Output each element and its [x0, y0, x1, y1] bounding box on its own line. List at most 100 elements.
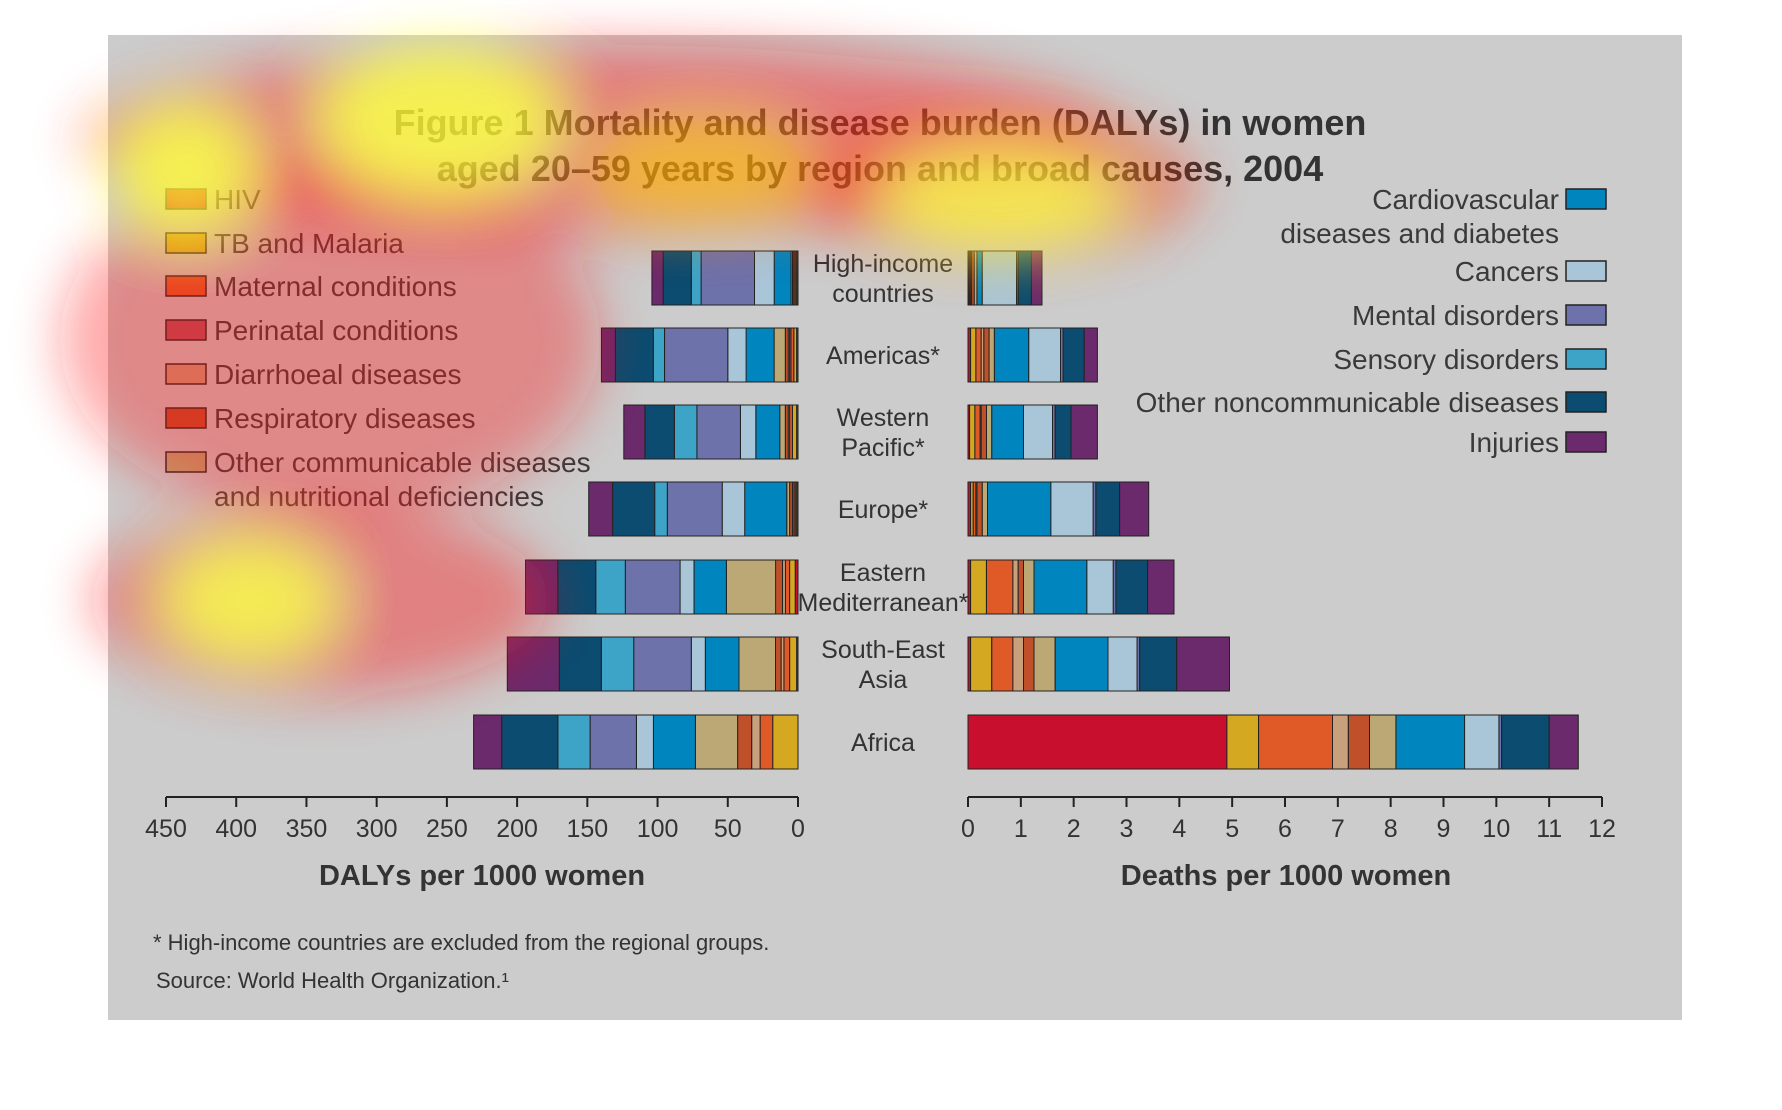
dalys-bar-segment — [673, 404, 698, 460]
legend-label: Other noncommunicable diseases — [1136, 387, 1559, 418]
dalys-bar-segment — [636, 714, 654, 770]
dalys-bar-segment — [652, 714, 696, 770]
legend-label: Cancers — [1455, 256, 1559, 287]
dalys-bar-segment — [679, 559, 695, 615]
deaths-bar-segment — [1030, 250, 1043, 306]
deaths-bars — [967, 250, 1579, 770]
dalys-bar-segment — [600, 327, 616, 383]
deaths-bar-segment — [967, 714, 1228, 770]
dalys-bar-segment — [652, 327, 665, 383]
deaths-bar-segment — [983, 327, 990, 383]
dalys-bar-segment — [654, 481, 668, 537]
dalys-bar-segment — [633, 636, 692, 692]
dalys-bar-segment — [666, 481, 723, 537]
dalys-bar-segment — [589, 714, 637, 770]
deaths-bar-segment — [988, 327, 995, 383]
dalys-bar-segment — [696, 404, 741, 460]
deaths-bar-segment — [1012, 636, 1025, 692]
deaths-bar-segment — [981, 250, 1018, 306]
dalys-bar-segment — [721, 481, 746, 537]
deaths-bar-segment — [981, 481, 989, 537]
dalys-bar-segment — [789, 636, 798, 692]
dalys-bar-segment — [651, 250, 664, 306]
deaths-bar-segment — [970, 327, 977, 383]
dalys-bar-segment — [775, 559, 783, 615]
dalys-bar-segment — [754, 250, 775, 306]
dalys-bar-segment — [773, 327, 786, 383]
deaths-bar-segment — [969, 404, 976, 460]
deaths-bar-segment — [1464, 714, 1500, 770]
deaths-bar-segment — [970, 559, 987, 615]
dalys-axis-title: DALYs per 1000 women — [319, 860, 645, 892]
legend-swatch — [165, 319, 207, 341]
deaths-bar-segment — [1033, 559, 1088, 615]
dalys-bar-segment — [690, 250, 702, 306]
deaths-bar-segment — [976, 250, 983, 306]
dalys-bar-segment — [595, 559, 626, 615]
legend-swatch — [165, 451, 207, 473]
deaths-bar-segment — [1115, 559, 1149, 615]
region-label: High-income — [813, 250, 953, 278]
dalys-tick-label: 300 — [356, 815, 398, 843]
dalys-bar-segment — [695, 714, 739, 770]
dalys-bar-segment — [700, 250, 755, 306]
dalys-axis: 450 400 350 300 250 200 150 100 50 0 — [145, 796, 805, 843]
dalys-bar-segment — [772, 714, 799, 770]
dalys-bar-segment — [662, 250, 692, 306]
dalys-bar-segment — [773, 250, 792, 306]
deaths-bar-segment — [986, 404, 993, 460]
deaths-bar-segment — [975, 327, 982, 383]
deaths-bar-segment — [1017, 559, 1025, 615]
dalys-bar-segment — [704, 636, 740, 692]
deaths-bar-segment — [1226, 714, 1260, 770]
dalys-bar-segment — [739, 404, 757, 460]
dalys-bar-segment — [784, 559, 791, 615]
dalys-bar-segment — [693, 559, 727, 615]
legend-swatch — [1565, 348, 1607, 370]
deaths-tick-label: 1 — [1014, 815, 1028, 843]
deaths-bar-segment — [974, 404, 981, 460]
legend-label: TB and Malaria — [214, 228, 404, 259]
deaths-bar-segment — [980, 404, 988, 460]
deaths-tick-label: 6 — [1278, 815, 1292, 843]
deaths-axis-title: Deaths per 1000 women — [1121, 860, 1451, 892]
deaths-tick-label: 2 — [1067, 815, 1081, 843]
legend-label: HIV — [214, 184, 261, 215]
region-label: Mediterranean* — [798, 589, 969, 617]
legend-swatch — [165, 232, 207, 254]
deaths-bar-segment — [1054, 636, 1109, 692]
legend-swatch — [1565, 304, 1607, 326]
dalys-bar-segment — [779, 404, 786, 460]
deaths-tick-label: 9 — [1437, 815, 1451, 843]
dalys-bar-segment — [473, 714, 503, 770]
region-label: Eastern — [840, 559, 926, 587]
legend-swatch — [165, 188, 207, 210]
deaths-tick-label: 10 — [1482, 815, 1510, 843]
deaths-axis: 0 1 2 3 4 5 6 7 8 9 10 11 12 — [961, 796, 1616, 843]
deaths-bar-segment — [1107, 636, 1138, 692]
legend-swatch — [165, 275, 207, 297]
dalys-tick-label: 450 — [145, 815, 187, 843]
deaths-bar-segment — [1023, 559, 1035, 615]
deaths-bar-segment — [1023, 404, 1054, 460]
deaths-bar-segment — [1028, 327, 1062, 383]
deaths-bar-segment — [1012, 559, 1019, 615]
dalys-bar-segment — [782, 559, 786, 615]
deaths-bar-segment — [987, 481, 1052, 537]
region-label: Europe* — [838, 496, 929, 524]
dalys-bar-segment — [784, 327, 789, 383]
deaths-tick-label: 4 — [1172, 815, 1186, 843]
dalys-bar-segment — [525, 559, 559, 615]
dalys-bar-segment — [759, 714, 774, 770]
legend-label: Maternal conditions — [214, 271, 457, 302]
deaths-bar-segment — [1139, 636, 1178, 692]
legend-swatch — [165, 363, 207, 385]
legend-swatch — [1565, 188, 1607, 210]
legend-swatch — [1565, 431, 1607, 453]
dalys-tick-label: 100 — [637, 815, 679, 843]
deaths-bar-segment — [1054, 404, 1072, 460]
dalys-bar-segment — [557, 714, 591, 770]
deaths-bar-segment — [1147, 559, 1175, 615]
dalys-bar-segment — [623, 404, 646, 460]
